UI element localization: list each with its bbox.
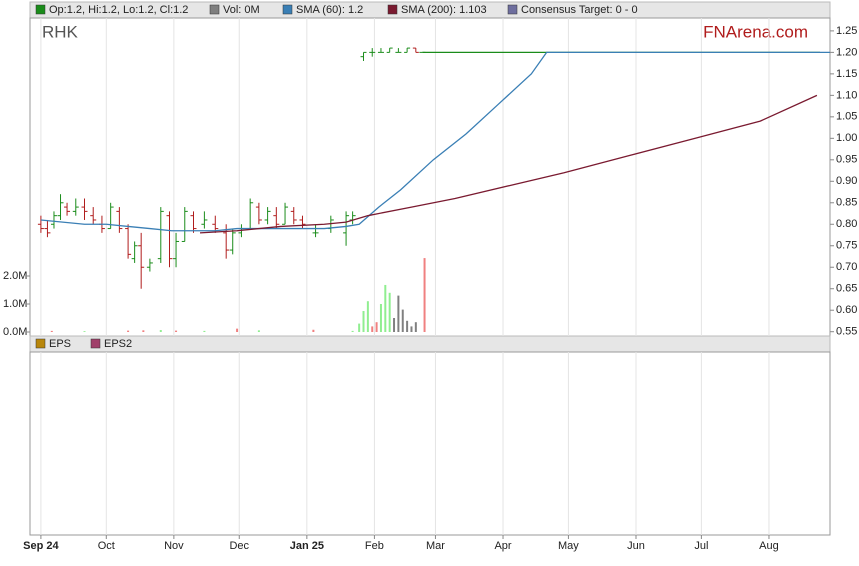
legend-swatch (35, 4, 46, 15)
ticker: RHK (42, 22, 79, 41)
x-tick-label: Jan 25 (290, 540, 324, 552)
legend-swatch (90, 338, 101, 349)
x-tick-label: May (558, 540, 579, 552)
y-tick-label: 0.70 (836, 261, 857, 273)
y-tick-label: 1.25 (836, 25, 857, 37)
x-tick-label: Apr (494, 540, 511, 552)
volume-bar (388, 292, 391, 332)
y-tick-label: 0.60 (836, 304, 857, 316)
legend-swatch (387, 4, 398, 15)
volume-bar (406, 320, 409, 332)
x-tick-label: Mar (426, 540, 445, 552)
lower-legend-band (29, 335, 831, 353)
volume-bar (159, 330, 162, 332)
volume-bar (379, 304, 382, 332)
legend-label: Vol: 0M (223, 4, 260, 16)
volume-bar (257, 330, 260, 332)
volume-bar (236, 328, 239, 332)
volume-bar (397, 295, 400, 332)
volume-bar (203, 330, 206, 332)
legend-label: EPS (49, 338, 71, 350)
volume-bar (393, 318, 396, 332)
volume-bar (366, 301, 369, 332)
volume-bar (401, 309, 404, 332)
legend-swatch (282, 4, 293, 15)
legend-label: EPS2 (104, 338, 132, 350)
legend-swatch (209, 4, 220, 15)
y-tick-label: 0.75 (836, 240, 857, 252)
y-tick-label: 1.05 (836, 111, 857, 123)
volume-bar (142, 330, 145, 332)
y-tick-label: 1.10 (836, 89, 857, 101)
y-tick-label: 0.95 (836, 154, 857, 166)
sma-line (199, 94, 818, 234)
eps-panel (29, 351, 831, 536)
volume-bar (371, 326, 374, 332)
y-tick-label: 0.65 (836, 283, 857, 295)
y-tick-label: 1.15 (836, 68, 857, 80)
volume-bar (127, 330, 130, 332)
y-tick-label: 0.85 (836, 197, 857, 209)
x-tick-label: Jun (627, 540, 645, 552)
brand: FNArena.com (703, 22, 808, 41)
volume-bar (175, 330, 178, 332)
volume-bar (50, 330, 53, 332)
volume-bar (384, 284, 387, 332)
volume-tick-label: 0.0M (3, 326, 27, 338)
legend-label: Op:1.2, Hi:1.2, Lo:1.2, Cl:1.2 (49, 4, 188, 16)
x-tick-label: Jul (694, 540, 708, 552)
volume-bar (358, 323, 361, 332)
volume-tick-label: 1.0M (3, 298, 27, 310)
x-tick-label: Nov (164, 540, 184, 552)
legend-swatch (35, 338, 46, 349)
volume-bar (423, 258, 426, 332)
volume-bar (414, 322, 417, 332)
volume-bar (362, 311, 365, 332)
x-tick-label: Oct (98, 540, 115, 552)
y-tick-label: 1.00 (836, 132, 857, 144)
volume-bar (351, 330, 354, 332)
volume-bar (410, 326, 413, 332)
volume-tick-label: 2.0M (3, 270, 27, 282)
x-tick-label: Sep 24 (23, 540, 59, 552)
legend-label: SMA (200): 1.103 (401, 4, 487, 16)
x-tick-label: Dec (229, 540, 249, 552)
y-tick-label: 1.20 (836, 46, 857, 58)
y-tick-label: 0.80 (836, 218, 857, 230)
volume-bar (312, 329, 315, 332)
x-tick-label: Feb (365, 540, 384, 552)
volume-bar (375, 322, 378, 332)
sma-line (40, 51, 830, 232)
volume-bar (83, 331, 86, 332)
legend-label: Consensus Target: 0 - 0 (521, 4, 638, 16)
legend-label: SMA (60): 1.2 (296, 4, 363, 16)
y-tick-label: 0.55 (836, 326, 857, 338)
legend-swatch (507, 4, 518, 15)
price-panel (29, 17, 831, 337)
y-tick-label: 0.90 (836, 175, 857, 187)
x-tick-label: Aug (759, 540, 779, 552)
